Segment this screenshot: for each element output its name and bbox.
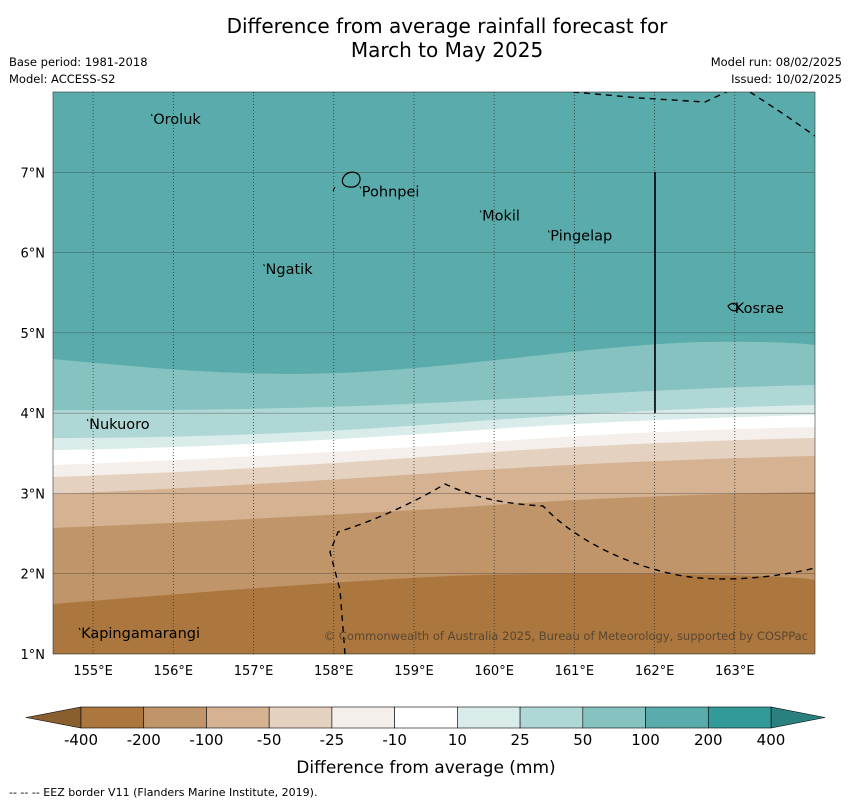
colorbar-over-arrow <box>770 706 826 729</box>
colorbar-tick-label: 25 <box>511 731 530 749</box>
lon-tick-label: 160°E <box>474 664 514 679</box>
lon-tick-label: 159°E <box>394 664 434 679</box>
colorbar-swatch <box>268 706 333 729</box>
colorbar-swatch <box>457 706 521 729</box>
kosrae-island <box>727 302 740 312</box>
map-title: Difference from average rainfall forecas… <box>0 14 850 62</box>
lat-tick-label: 3°N <box>21 487 46 502</box>
model-text: Model: ACCESS-S2 <box>9 72 116 86</box>
lat-tick-label: 6°N <box>21 247 46 262</box>
lon-tick-label: 155°E <box>73 664 113 679</box>
colorbar-swatch <box>582 706 646 729</box>
lon-tick-label: 158°E <box>314 664 354 679</box>
meta-left: Base period: 1981-2018 Model: ACCESS-S2 <box>9 54 148 88</box>
colorbar-under-arrow <box>25 706 82 729</box>
place-marker <box>359 186 362 189</box>
place-label-oroluk: Oroluk <box>153 112 201 128</box>
place-labels: Oroluk Pohnpei Mokil Pingelap Ngatik Kosrae Nu… <box>78 112 784 642</box>
colorbar-tick-label: -400 <box>64 731 98 749</box>
place-label-nukuoro: Nukuoro <box>89 417 150 433</box>
title-line-2: March to May 2025 <box>350 38 544 62</box>
footer-note: -- -- -- EEZ border V11 (Flanders Marine… <box>9 786 318 799</box>
colorbar-swatch <box>519 706 584 729</box>
place-marker <box>263 264 266 267</box>
copyright-text: © Commonwealth of Australia 2025, Bureau… <box>324 629 808 643</box>
place-marker <box>150 113 153 117</box>
colorbar: -400 -200 -100 -50 -25 -10 10 25 50 100 200 400 Diff… <box>25 706 826 778</box>
lat-tick-label: 5°N <box>21 327 46 342</box>
colorbar-label: Difference from average (mm) <box>296 758 555 778</box>
place-marker <box>547 230 550 233</box>
band-minus200-400 <box>53 573 815 654</box>
place-label-mokil: Mokil <box>482 208 520 224</box>
map-frame <box>52 91 816 655</box>
lat-tick-label: 7°N <box>21 166 46 181</box>
colorbar-swatch <box>143 706 207 729</box>
lat-tick-label: 4°N <box>21 407 46 422</box>
colorbar-tick-label: -100 <box>189 731 223 749</box>
colorbar-swatch <box>80 706 145 729</box>
place-marker <box>732 302 735 305</box>
colorbar-tick-label: -50 <box>257 731 282 749</box>
place-label-pohnpei: Pohnpei <box>362 184 420 200</box>
colorbar-tick-label: 400 <box>757 731 786 749</box>
place-marker <box>78 627 81 631</box>
lon-tick-label: 161°E <box>555 664 595 679</box>
place-label-pingelap: Pingelap <box>550 229 612 245</box>
place-label-kapingamarangi: Kapingamarangi <box>81 626 200 642</box>
colorbar-swatch <box>331 706 395 729</box>
lon-tick-label: 162°E <box>635 664 675 679</box>
colorbar-tick-label: -200 <box>127 731 161 749</box>
colorbar-tick-label: 10 <box>448 731 467 749</box>
colorbar-tick-label: -25 <box>320 731 345 749</box>
lat-tick-label: 2°N <box>21 568 46 583</box>
colorbar-swatch <box>394 706 458 729</box>
eez-border-south <box>329 483 815 654</box>
lon-tick-label: 157°E <box>234 664 274 679</box>
colorbar-tick-label: 50 <box>573 731 592 749</box>
place-marker <box>86 418 89 422</box>
lon-tick-label: 163°E <box>715 664 755 679</box>
issued-text: Issued: 10/02/2025 <box>731 72 842 86</box>
graticule <box>53 92 815 654</box>
colorbar-swatch <box>707 706 772 729</box>
colorbar-swatch <box>645 706 709 729</box>
title-line-1: Difference from average rainfall forecas… <box>226 14 668 38</box>
colorbar-tick-label: 100 <box>631 731 660 749</box>
pohnpei-island <box>341 171 361 188</box>
pohnpei-tick <box>332 186 336 192</box>
lat-tick-label: 1°N <box>21 648 46 663</box>
model-run-text: Model run: 08/02/2025 <box>710 55 842 69</box>
lon-tick-label: 156°E <box>154 664 194 679</box>
axis-labels: 155°E 156°E 157°E 158°E 159°E 160°E 161°E 162°E… <box>21 166 755 679</box>
colorbar-swatch <box>206 706 270 729</box>
colorbar-tick-label: -10 <box>382 731 407 749</box>
eez-border-top <box>572 92 815 137</box>
meta-right: Model run: 08/02/2025 Issued: 10/02/2025 <box>711 54 842 88</box>
base-period-text: Base period: 1981-2018 <box>9 55 148 69</box>
place-label-ngatik: Ngatik <box>266 262 314 278</box>
place-marker <box>479 210 482 213</box>
colorbar-tick-label: 200 <box>694 731 723 749</box>
map-area: Oroluk Pohnpei Mokil Pingelap Ngatik Kosrae Nu… <box>53 92 815 654</box>
place-label-kosrae: Kosrae <box>735 301 784 317</box>
